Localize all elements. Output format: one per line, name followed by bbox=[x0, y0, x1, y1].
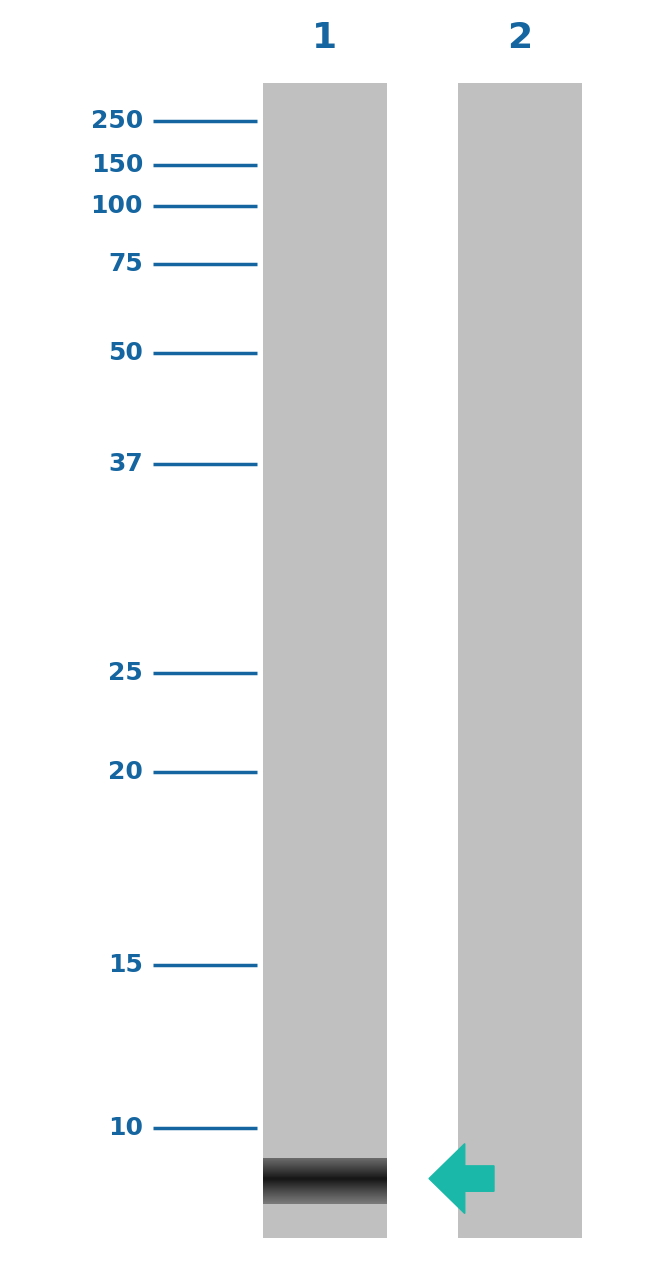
Text: 25: 25 bbox=[109, 662, 143, 685]
Text: 1: 1 bbox=[313, 22, 337, 55]
Text: 37: 37 bbox=[109, 452, 143, 475]
Text: 75: 75 bbox=[109, 253, 143, 276]
Text: 2: 2 bbox=[508, 22, 532, 55]
Bar bbox=[263, 83, 387, 1238]
Text: 100: 100 bbox=[90, 194, 143, 217]
Text: 20: 20 bbox=[108, 761, 143, 784]
FancyArrow shape bbox=[429, 1143, 494, 1214]
Bar bbox=[458, 83, 582, 1238]
Text: 250: 250 bbox=[91, 109, 143, 132]
Text: 50: 50 bbox=[108, 342, 143, 364]
Text: 150: 150 bbox=[90, 154, 143, 177]
Text: 10: 10 bbox=[108, 1116, 143, 1139]
Text: 15: 15 bbox=[108, 954, 143, 977]
